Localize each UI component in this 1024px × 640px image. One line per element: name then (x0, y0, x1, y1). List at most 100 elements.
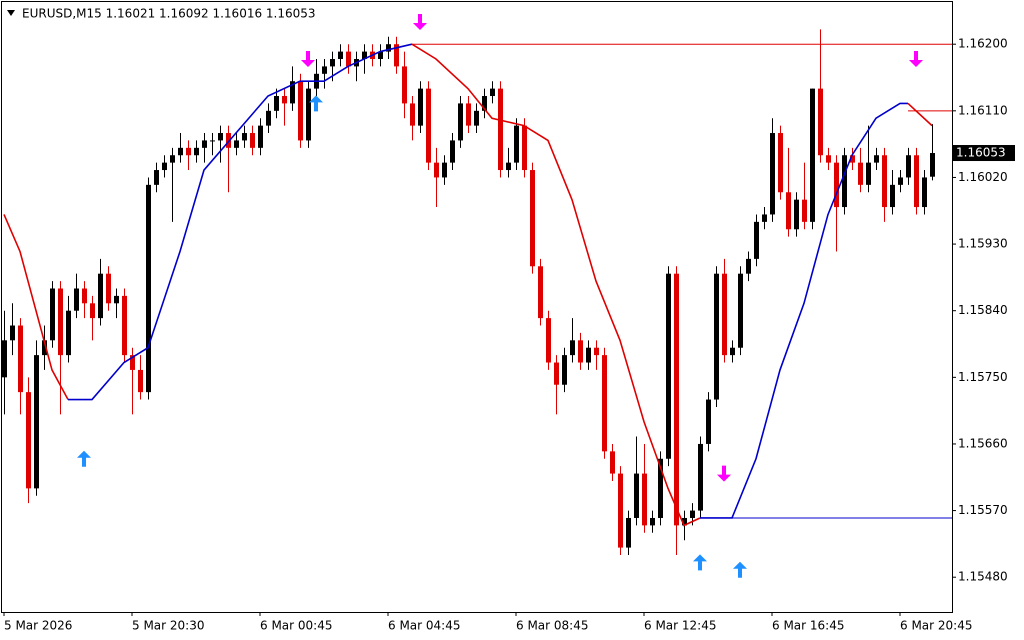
candle-body (874, 155, 879, 163)
candle-body (730, 347, 735, 356)
candle-body (642, 473, 647, 526)
candle-body (282, 96, 287, 104)
candle-body (226, 133, 231, 148)
candle-body (322, 66, 327, 74)
candle-body (866, 162, 871, 185)
candle-body (386, 44, 391, 52)
sell-arrow (909, 51, 923, 68)
candle-body (714, 273, 719, 400)
y-tick-label: 1.15750 (958, 370, 1008, 384)
y-tick-label: 1.15480 (958, 570, 1008, 584)
candle-body (426, 88, 431, 163)
candle-body (362, 51, 367, 60)
candle-body (90, 303, 95, 319)
candle-body (338, 51, 343, 60)
candle-body (138, 369, 143, 393)
candle-body (442, 162, 447, 178)
candle-body (418, 88, 423, 126)
candle-body (218, 133, 223, 141)
y-tick-label: 1.16110 (958, 103, 1008, 117)
candle-body (42, 340, 47, 356)
candle-body (58, 288, 63, 356)
candle-body (506, 162, 511, 171)
candle-body (930, 153, 935, 177)
candle-body (98, 273, 103, 319)
candle-body (850, 155, 855, 163)
candle-body (2, 340, 7, 378)
candle-body (906, 155, 911, 178)
candle-body (818, 88, 823, 156)
x-tick-label: 5 Mar 2026 (4, 619, 72, 633)
moving-average (907, 102, 933, 127)
candle-body (738, 273, 743, 348)
candle-body (898, 177, 903, 185)
sell-arrow (717, 465, 731, 482)
candle-body (498, 88, 503, 171)
candle-body (706, 399, 711, 444)
candle-body (290, 81, 295, 104)
candle-body (746, 258, 751, 274)
candle-body (210, 140, 215, 142)
candle-body (762, 214, 767, 222)
candle-body (514, 125, 519, 163)
candle-body (786, 192, 791, 230)
candle-body (378, 51, 383, 60)
candle-body (618, 473, 623, 548)
candle-body (450, 140, 455, 163)
candle-body (50, 288, 55, 341)
candle-body (410, 103, 415, 126)
buy-arrow (309, 95, 323, 112)
menu-triangle[interactable] (7, 10, 15, 16)
candle-body (682, 517, 687, 526)
candle-body (234, 140, 239, 148)
buy-arrow (77, 450, 91, 467)
candle-body (74, 288, 79, 311)
candle-body (834, 162, 839, 208)
price-tag-label: 1.16053 (956, 146, 1006, 160)
candle-body (146, 184, 151, 393)
candle-body (690, 510, 695, 518)
candle-body (610, 451, 615, 474)
x-tick-label: 6 Mar 08:45 (516, 619, 589, 633)
candle-body (586, 347, 591, 363)
moving-average (411, 43, 701, 527)
y-tick-label: 1.15840 (958, 303, 1008, 317)
candle-body (570, 340, 575, 356)
candle-body (298, 81, 303, 141)
candle-body (26, 392, 31, 489)
x-tick-label: 6 Mar 20:45 (900, 619, 973, 633)
candle-body (810, 88, 815, 222)
plot-frame (1, 1, 953, 613)
y-tick-label: 1.15570 (958, 503, 1008, 517)
candle-body (538, 266, 543, 319)
candle-body (266, 110, 271, 126)
x-tick-label: 6 Mar 16:45 (772, 619, 845, 633)
candle-body (250, 133, 255, 148)
candle-body (778, 133, 783, 193)
candle-body (578, 340, 583, 363)
candle-body (890, 184, 895, 208)
candle-body (802, 199, 807, 222)
candle-body (842, 155, 847, 208)
candle-body (722, 273, 727, 356)
candle-body (434, 162, 439, 178)
candle-body (162, 162, 167, 171)
candle-body (394, 44, 399, 67)
candle-body (170, 155, 175, 163)
x-tick-label: 6 Mar 00:45 (260, 619, 333, 633)
candle-body (194, 147, 199, 156)
candle-body (546, 318, 551, 363)
candle-body (330, 59, 335, 67)
candle-body (770, 133, 775, 215)
candle-body (66, 310, 71, 356)
candle-body (882, 155, 887, 208)
candle-body (698, 443, 703, 511)
candle-body (826, 155, 831, 163)
y-tick-label: 1.15660 (958, 436, 1008, 450)
candle-body (674, 273, 679, 526)
candle-body (178, 147, 183, 156)
candle-body (258, 125, 263, 148)
y-tick-label: 1.16020 (958, 170, 1008, 184)
